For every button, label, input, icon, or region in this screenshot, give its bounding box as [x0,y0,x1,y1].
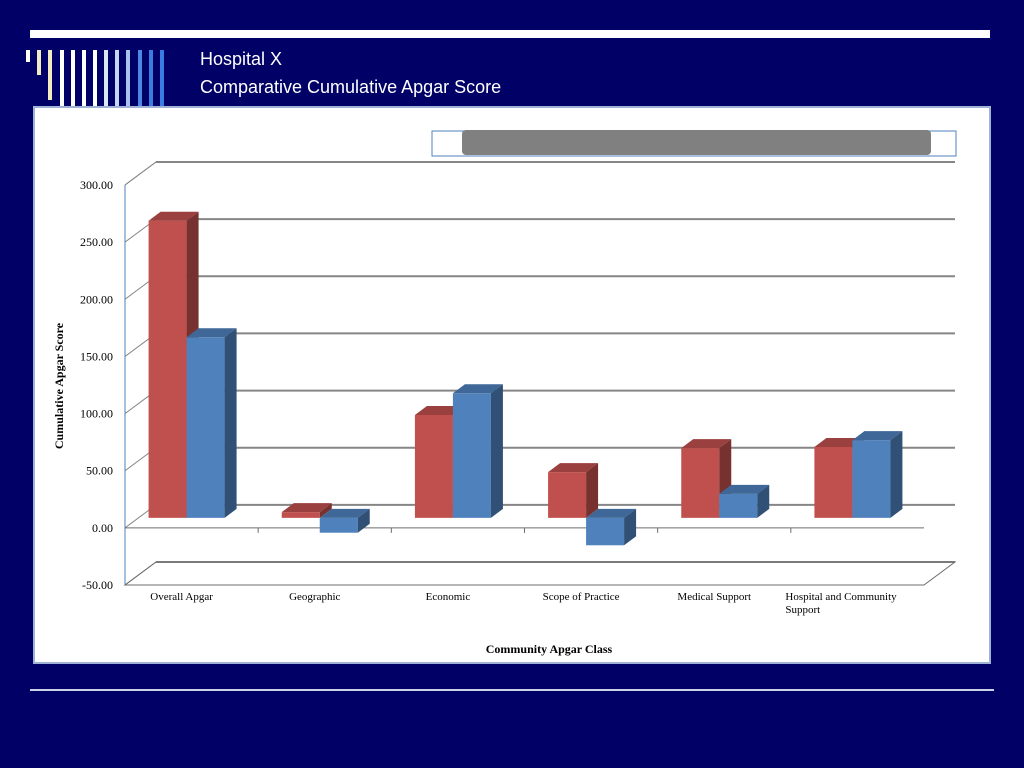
y-tick-label: 100.00 [80,407,113,421]
bar-top [548,463,599,473]
x-tick-label: Scope of Practice [543,591,620,603]
bar-front [414,415,453,518]
stripe [115,50,119,106]
bar-top [281,503,332,513]
y-tick-label: -50.00 [82,578,113,592]
slide-subtitle: Comparative Cumulative Apgar Score [200,77,502,97]
bar-side [624,508,637,546]
bar [319,508,370,533]
bar-front [814,447,853,518]
bar [852,431,903,518]
stripe [26,50,30,62]
bar-top [452,384,503,394]
bar-top [319,508,370,518]
bar [281,503,332,518]
y-tick-label: 300.00 [80,178,113,192]
bar-front [681,448,720,518]
bar-side [319,503,332,518]
bar-side [757,484,770,518]
x-tick-label: Geographic [289,591,340,603]
bar-top [681,439,732,449]
bar-front [548,472,587,518]
chart-floor [123,561,957,586]
bottom-rule [30,689,994,691]
bar-front [452,393,491,518]
bar-chart: -50.00 0.00 50.00 100.00 150.00 200.00 250.00 3… [52,130,957,656]
y-tick-label: 50.00 [86,464,113,478]
x-tick-label: Hospital and Community Support [785,591,897,616]
x-tick-label: Overall Apgar [150,591,213,603]
y-tick-label: 150.00 [80,349,113,363]
bar-front [281,512,320,518]
bar-front [148,220,187,518]
stripe [71,50,75,106]
chart-panel: -50.00 0.00 50.00 100.00 150.00 200.00 250.00 3… [33,106,991,664]
bar [548,463,599,518]
stripe [60,50,64,106]
stripe [149,50,153,106]
bar-top [719,484,770,494]
bar-side [357,508,370,533]
bar-top [148,211,199,221]
stripe [93,50,97,106]
stripe [48,50,52,100]
bar-side [490,384,503,518]
bar-top [814,438,865,447]
stripe [82,50,86,106]
bar-side [890,431,903,518]
axis-edge [124,161,157,186]
y-tick-label: 250.00 [80,235,113,249]
stripe [138,50,142,106]
bar-top [414,406,465,415]
bar-top [586,508,637,518]
bar-front [186,337,225,518]
y-tick-label: 0.00 [92,521,113,535]
x-tick-label: Economic [426,591,471,603]
bar-front [852,440,891,518]
bar-top [186,328,237,338]
stripe [104,50,108,106]
stripe [37,50,41,75]
bar [719,484,770,518]
stripe [160,50,164,106]
bar-top [852,431,903,441]
bar [586,508,637,546]
legend-bar [462,130,931,155]
bar-front [319,517,358,533]
bar-side [586,463,599,518]
x-tick-label: Medical Support [677,591,751,603]
x-axis-label: Community Apgar Class [486,642,613,656]
bar [186,328,237,518]
y-tick-label: 200.00 [80,292,113,306]
slide-title: Hospital X [200,49,283,69]
bar-side [224,328,237,518]
top-rule [30,30,990,38]
bar-front [586,517,625,546]
bar-front [719,493,758,518]
stripe [126,50,130,106]
bar [452,384,503,518]
y-axis-label: Cumulative Apgar Score [52,322,66,449]
